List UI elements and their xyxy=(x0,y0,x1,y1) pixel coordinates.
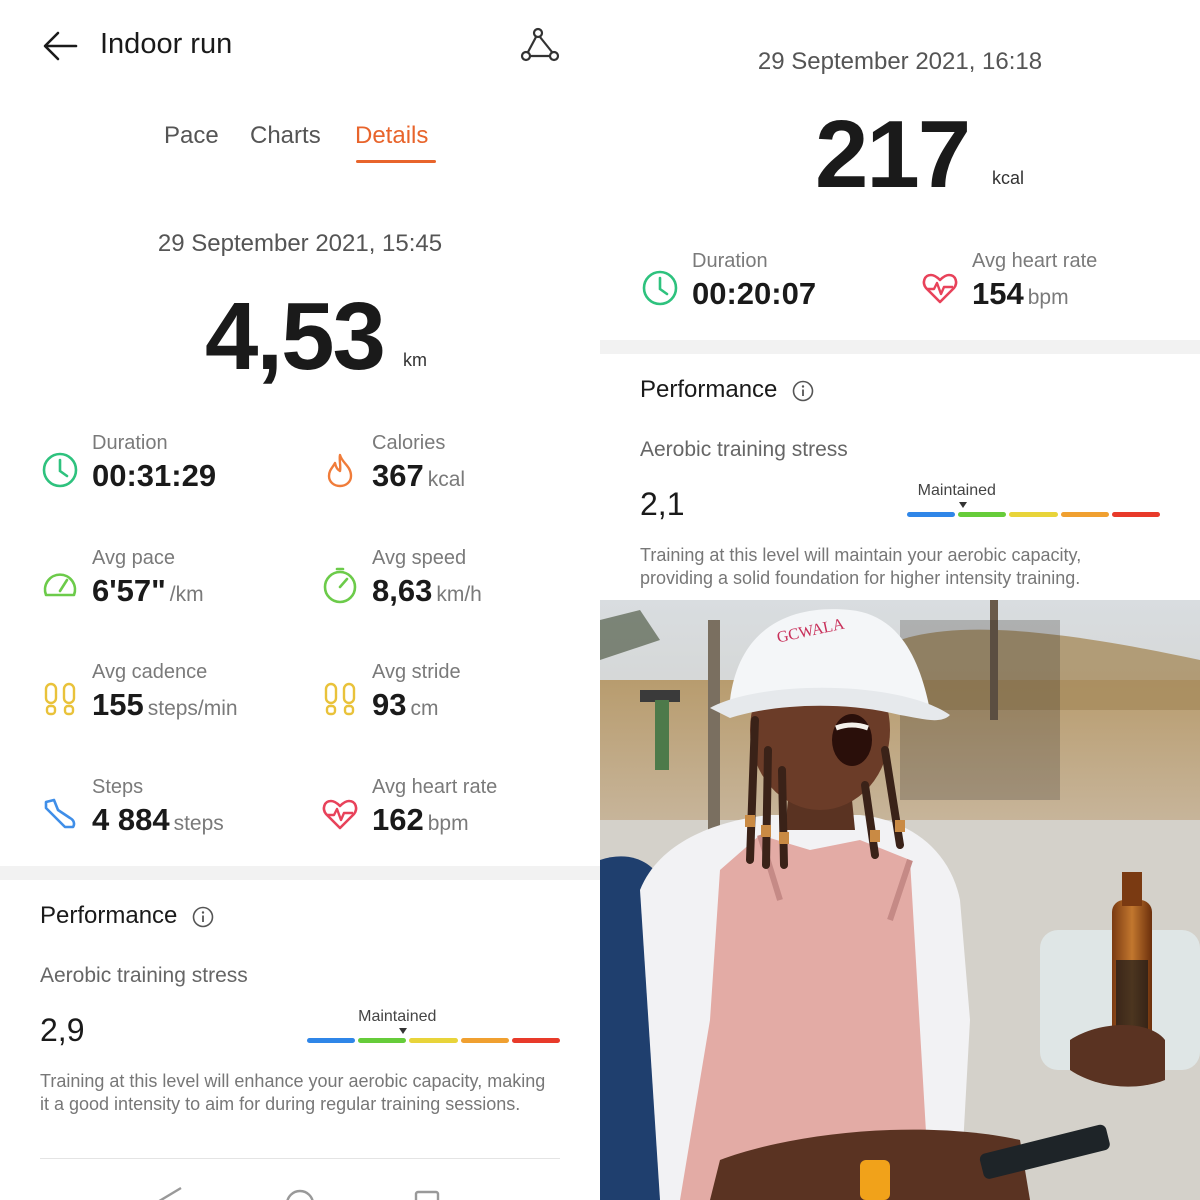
tab-details[interactable]: Details xyxy=(355,122,429,149)
stat-value: 00:20:07 xyxy=(692,276,817,311)
clock-icon xyxy=(642,270,678,306)
stat-avg-speed: Avg speed 8,63 km/h xyxy=(320,547,580,627)
distance-value: 4,53 xyxy=(205,283,386,390)
stat-label: Avg pace xyxy=(92,547,176,569)
route-button[interactable] xyxy=(518,26,562,66)
nav-recents-icon[interactable] xyxy=(412,1188,442,1200)
tab-pace[interactable]: Pace xyxy=(164,122,219,149)
right-screen: 29 September 2021, 16:18 217 kcal Durati… xyxy=(600,0,1200,600)
aerobic-stress-scale xyxy=(307,1038,561,1043)
aerobic-stress-scale xyxy=(907,512,1161,517)
nav-home-icon[interactable] xyxy=(284,1186,316,1200)
left-screen: Indoor run Pace Charts Details 29 Septem… xyxy=(0,26,600,1200)
stat-value: 8,63 km/h xyxy=(372,573,482,608)
page-title: Indoor run xyxy=(100,28,233,60)
heart-rate-icon xyxy=(322,799,358,830)
stat-label: Avg heart rate xyxy=(972,250,1098,272)
stat-calories: Calories 367 kcal xyxy=(320,432,580,512)
stat-value: 4 884 steps xyxy=(92,802,224,837)
stat-avg-cadence: Avg cadence 155 steps/min xyxy=(40,661,300,741)
calories-unit: kcal xyxy=(992,168,1025,188)
info-icon[interactable] xyxy=(792,380,814,402)
shoe-icon xyxy=(44,798,76,829)
workout-date: 29 September 2021, 16:18 xyxy=(757,48,1043,75)
back-arrow-icon xyxy=(43,31,78,61)
distance-unit: km xyxy=(403,350,427,370)
tab-charts[interactable]: Charts xyxy=(250,122,321,149)
footprints-icon xyxy=(44,682,76,716)
stat-value: 6'57"/km xyxy=(92,573,204,608)
scale-segment-5 xyxy=(1111,512,1161,517)
aerobic-stress-label: Aerobic training stress xyxy=(40,964,248,987)
stat-label: Steps xyxy=(92,776,144,798)
level-label: Maintained xyxy=(917,482,996,499)
stat-value: 367 kcal xyxy=(372,458,466,493)
level-label: Maintained xyxy=(358,1008,437,1025)
performance-heading: Performance xyxy=(640,376,814,404)
aerobic-stress-value: 2,9 xyxy=(40,1012,85,1048)
heart-rate-icon xyxy=(922,273,958,304)
stat-value: 154 bpm xyxy=(972,276,1069,311)
scale-segment-1 xyxy=(307,1038,356,1043)
stat-label: Avg speed xyxy=(372,547,467,569)
stat-label: Duration xyxy=(692,250,768,272)
scale-segment-3 xyxy=(409,1038,458,1043)
scale-segment-3 xyxy=(1009,512,1058,517)
aerobic-stress-value: 2,1 xyxy=(640,486,685,522)
speed-gauge-icon xyxy=(323,567,357,604)
scale-segment-5 xyxy=(511,1038,561,1043)
nav-divider xyxy=(40,1158,560,1159)
stat-label: Avg heart rate xyxy=(372,776,498,798)
stat-steps: Steps 4 884 steps xyxy=(40,776,300,856)
performance-description: Training at this level will enhance your… xyxy=(40,1071,546,1114)
route-icon xyxy=(520,27,560,62)
calories-value: 217 xyxy=(815,101,971,208)
footprints-icon xyxy=(324,682,356,716)
stat-avg-pace: Avg pace 6'57"/km xyxy=(40,547,300,627)
section-divider xyxy=(600,340,1200,354)
performance-description: Training at this level will maintain you… xyxy=(640,545,1082,588)
stat-label: Avg stride xyxy=(372,661,461,683)
info-icon[interactable] xyxy=(192,906,214,928)
level-marker xyxy=(958,502,967,508)
stat-label: Avg cadence xyxy=(92,661,208,683)
scale-segment-4 xyxy=(1060,512,1109,517)
stat-label: Calories xyxy=(372,432,446,454)
scale-segment-2 xyxy=(358,1038,407,1043)
stat-duration: Duration 00:31:29 xyxy=(40,432,300,512)
photo-illustration: GCWALA xyxy=(600,600,1200,1200)
scale-segment-1 xyxy=(907,512,956,517)
flame-icon xyxy=(327,453,353,488)
clock-icon xyxy=(42,452,78,488)
stat-value: 162 bpm xyxy=(372,802,469,837)
back-button[interactable] xyxy=(40,28,80,64)
active-tab-indicator xyxy=(356,160,436,163)
performance-heading: Performance xyxy=(40,902,214,930)
stat-value: 93 cm xyxy=(372,687,439,722)
speedometer-icon xyxy=(43,573,77,597)
stat-value: 155 steps/min xyxy=(92,687,238,722)
section-divider xyxy=(0,866,600,880)
stat-avg-heart-rate: Avg heart rate 162 bpm xyxy=(320,776,580,856)
scale-segment-4 xyxy=(460,1038,509,1043)
aerobic-stress-label: Aerobic training stress xyxy=(640,438,848,461)
stat-value: 00:31:29 xyxy=(92,458,217,493)
level-marker xyxy=(399,1028,408,1034)
tab-bar: Pace Charts Details xyxy=(0,122,600,172)
stat-label: Duration xyxy=(92,432,168,454)
nav-back-icon[interactable] xyxy=(155,1186,185,1200)
workout-date: 29 September 2021, 15:45 xyxy=(157,230,443,257)
stat-avg-stride: Avg stride 93 cm xyxy=(320,661,580,741)
scale-segment-2 xyxy=(958,512,1007,517)
photo: GCWALA xyxy=(600,600,1200,1200)
stat-duration: Duration 00:20:07 xyxy=(640,250,900,330)
stat-avg-heart-rate: Avg heart rate 154 bpm xyxy=(920,250,1180,330)
